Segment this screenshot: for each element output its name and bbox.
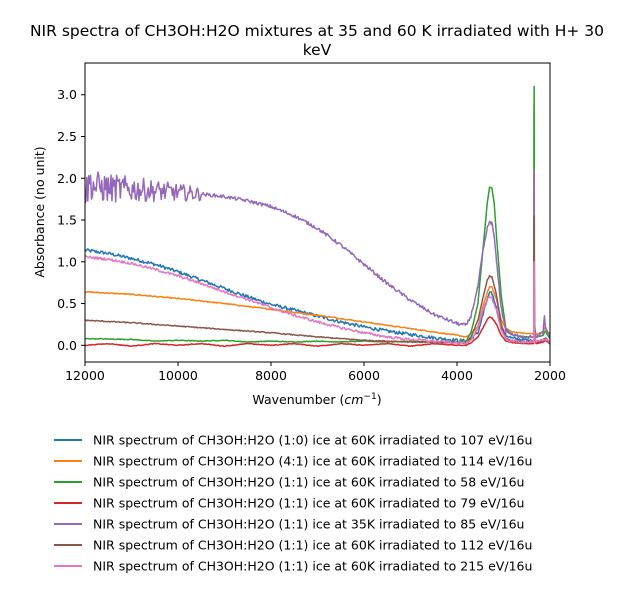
x-tick-label: 8000 xyxy=(255,368,287,383)
series-line-3 xyxy=(85,85,550,344)
legend-entry-6: NIR spectrum of CH3OH:H2O (1:1) ice at 6… xyxy=(93,538,532,553)
y-tick-label: 0.0 xyxy=(57,338,77,353)
chart-title-line-1: NIR spectra of CH3OH:H2O mixtures at 35 … xyxy=(30,22,604,40)
legend: NIR spectrum of CH3OH:H2O (1:0) ice at 6… xyxy=(54,433,532,574)
x-axis-label: Wavenumber (cm−1) xyxy=(252,392,381,407)
y-tick-label: 2.0 xyxy=(57,171,77,186)
legend-entry-3: NIR spectrum of CH3OH:H2O (1:1) ice at 6… xyxy=(93,475,524,490)
legend-entry-5: NIR spectrum of CH3OH:H2O (1:1) ice at 3… xyxy=(93,517,524,532)
y-tick-label: 3.0 xyxy=(57,87,77,102)
y-axis-label: Absorbance (no unit) xyxy=(32,146,47,277)
plot-frame xyxy=(84,62,551,363)
chart-title: NIR spectra of CH3OH:H2O mixtures at 35 … xyxy=(30,22,604,59)
x-tick-label: 4000 xyxy=(441,368,473,383)
y-axis: 0.0 0.5 1.0 1.5 2.0 2.5 3.0 xyxy=(57,87,85,353)
legend-entry-2: NIR spectrum of CH3OH:H2O (4:1) ice at 6… xyxy=(93,454,532,469)
series-line-6 xyxy=(85,215,550,344)
x-axis: 12000 10000 8000 6000 4000 2000 xyxy=(65,362,566,383)
series-layer xyxy=(85,85,550,348)
legend-entry-1: NIR spectrum of CH3OH:H2O (1:0) ice at 6… xyxy=(93,433,532,448)
series-line-1 xyxy=(85,248,550,344)
y-tick-label: 0.5 xyxy=(57,296,77,311)
x-tick-label: 2000 xyxy=(534,368,566,383)
x-tick-label: 6000 xyxy=(348,368,380,383)
series-line-4 xyxy=(85,223,550,348)
series-line-7 xyxy=(85,254,550,345)
chart-title-line-2: keV xyxy=(303,41,332,59)
x-tick-label: 10000 xyxy=(158,368,198,383)
series-line-5 xyxy=(85,169,550,340)
legend-entry-7: NIR spectrum of CH3OH:H2O (1:1) ice at 6… xyxy=(93,559,532,574)
x-tick-label: 12000 xyxy=(65,368,105,383)
y-tick-label: 1.5 xyxy=(57,213,77,228)
y-tick-label: 2.5 xyxy=(57,129,77,144)
y-tick-label: 1.0 xyxy=(57,254,77,269)
legend-entry-4: NIR spectrum of CH3OH:H2O (1:1) ice at 6… xyxy=(93,496,524,511)
